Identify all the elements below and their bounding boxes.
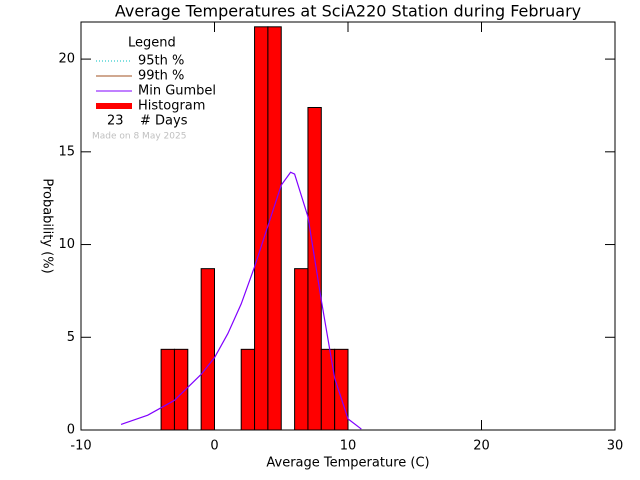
legend-count: 23 [107,114,124,129]
histogram-bar [200,268,215,431]
histogram-bar [160,348,175,431]
legend-title: Legend [128,36,176,51]
legend-label: Histogram [138,99,205,114]
y-axis-label: Probability (%) [40,178,55,273]
histogram-bar [307,106,322,431]
y-tick-label: 20 [58,52,75,67]
histogram-bar [320,348,336,431]
y-tick-label: 5 [67,330,75,345]
y-tick-label: 0 [67,423,75,438]
x-tick-label: 10 [340,439,357,454]
note: Made on 8 May 2025 [92,132,186,142]
histogram-bar [254,26,269,431]
x-tick-label: 30 [607,439,624,454]
x-axis-label: Average Temperature (C) [266,456,429,471]
legend-label: 95th % [138,54,184,69]
legend-count-label: # Days [140,114,188,129]
legend-label: 99th % [138,69,184,84]
histogram-bar [267,26,282,431]
gumbel-curve [120,171,362,430]
x-tick-label: -10 [70,439,91,454]
legend-label: Min Gumbel [138,84,216,99]
chart-title: Average Temperatures at SciA220 Station … [115,2,581,21]
histogram-bar [294,268,309,431]
histogram-bar [240,348,256,431]
histogram-bar [334,348,349,431]
x-tick-label: 20 [473,439,490,454]
y-tick-label: 15 [58,144,75,159]
y-tick-label: 10 [58,237,75,252]
x-tick-label: 0 [210,439,218,454]
